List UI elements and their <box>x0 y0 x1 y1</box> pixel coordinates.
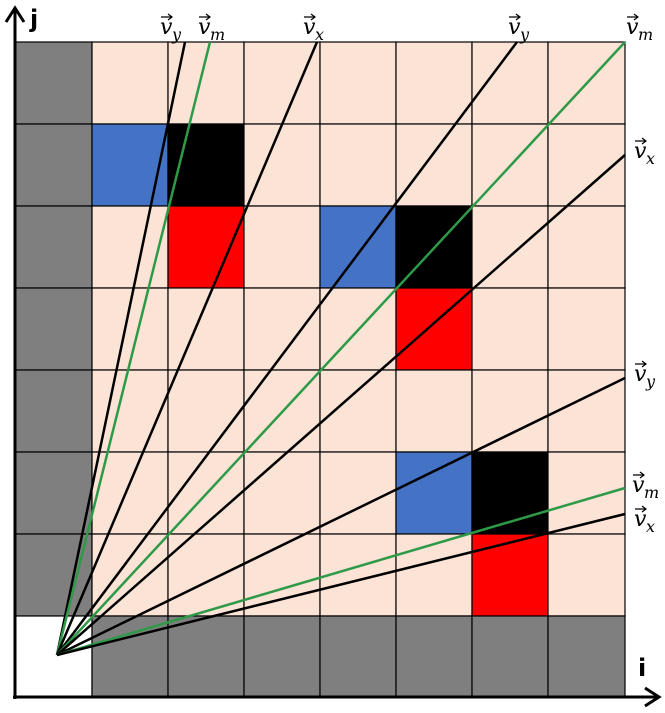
grid-cell <box>91 615 169 698</box>
vector-arrow <box>627 13 639 21</box>
grid-cell <box>471 451 549 535</box>
vector-subscript: y <box>645 372 656 391</box>
axis-label-i: i <box>638 654 646 682</box>
ray <box>56 512 626 657</box>
grid-cell <box>243 615 321 698</box>
grid-cell <box>243 287 321 371</box>
ray <box>56 376 626 657</box>
grid-cell <box>91 123 169 207</box>
grid-cell <box>14 287 93 371</box>
vector-arrow <box>635 137 647 145</box>
grid-cell <box>547 615 626 698</box>
grid-cell <box>14 451 93 535</box>
grid-cell <box>91 205 169 289</box>
vector-symbol: v <box>160 15 173 40</box>
vector-arrow <box>199 13 211 21</box>
grid-cell <box>395 615 473 698</box>
grid-cell <box>547 205 626 289</box>
grid-cell <box>319 615 397 698</box>
ray <box>55 41 187 656</box>
vector-arrow <box>635 505 647 513</box>
vector-subscript: m <box>210 25 225 44</box>
vector-subscript: x <box>646 149 655 168</box>
grid-cell <box>14 369 93 453</box>
ray <box>56 41 518 656</box>
vector-arrow <box>633 471 645 479</box>
vector-symbol: v <box>634 139 647 164</box>
grid-cell <box>167 205 245 289</box>
grid-cell <box>243 533 321 617</box>
grid-cell <box>471 205 549 289</box>
ray <box>56 486 626 657</box>
vector-arrow <box>509 13 521 21</box>
grid-cell <box>547 287 626 371</box>
grid-cell <box>167 369 245 453</box>
grid-cell <box>91 369 169 453</box>
vector-subscript: m <box>638 25 653 44</box>
grid-cell <box>319 123 397 207</box>
axis-label-j: j <box>29 5 38 33</box>
vector-symbol: v <box>198 15 211 40</box>
grid-cell <box>547 451 626 535</box>
vector-subscript: x <box>315 25 324 44</box>
grid-cell <box>395 533 473 617</box>
ray <box>56 41 626 656</box>
vector-subscript: x <box>646 517 655 536</box>
grid-cell <box>395 369 473 453</box>
grid-cell <box>471 369 549 453</box>
grid-cell <box>167 123 245 207</box>
vector-subscript: y <box>171 25 182 44</box>
grid-cell <box>243 123 321 207</box>
vector-arrow <box>635 360 647 368</box>
grid-cell <box>471 615 549 698</box>
grid-cell <box>395 451 473 535</box>
grid-cell <box>547 533 626 617</box>
axis-vertical <box>4 5 26 699</box>
ray <box>55 41 212 656</box>
vector-symbol: v <box>508 15 521 40</box>
grid-cell <box>91 41 169 125</box>
grid-cell <box>395 41 473 125</box>
grid-cell <box>319 369 397 453</box>
grid-cell <box>167 287 245 371</box>
vector-symbol: v <box>303 15 316 40</box>
vector-arrow <box>304 13 316 21</box>
grid-cell <box>243 205 321 289</box>
grid-cell <box>471 41 549 125</box>
vector-symbol: v <box>626 15 639 40</box>
grid-cell <box>14 41 93 125</box>
ray <box>55 41 319 656</box>
grid-cell <box>14 123 93 207</box>
vector-symbol: v <box>634 507 647 532</box>
grid-cell <box>243 41 321 125</box>
grid-cell <box>471 533 549 617</box>
vector-arrow <box>161 13 173 21</box>
grid-cell <box>319 41 397 125</box>
grid-cell <box>14 205 93 289</box>
grid-cell <box>167 615 245 698</box>
vector-subscript: y <box>519 25 530 44</box>
vector-symbol: v <box>634 362 647 387</box>
ray <box>56 154 626 656</box>
vector-subscript: m <box>644 483 659 502</box>
grid-cell <box>471 287 549 371</box>
vector-symbol: v <box>632 473 645 498</box>
grid-cell <box>243 451 321 535</box>
axis-horizontal <box>13 686 662 708</box>
grid-cell <box>395 123 473 207</box>
